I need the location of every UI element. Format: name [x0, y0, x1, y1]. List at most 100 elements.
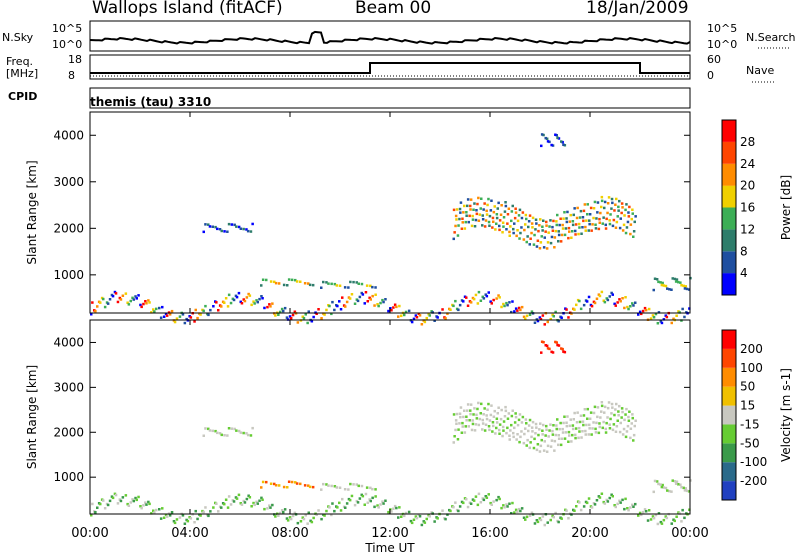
- data-cell: [330, 484, 333, 488]
- data-cell: [584, 433, 587, 436]
- data-cell: [268, 303, 271, 306]
- data-cell: [506, 213, 510, 216]
- data-cell: [293, 511, 297, 515]
- cpid-value: themis (tau) 3310: [90, 95, 212, 109]
- data-cell: [533, 321, 537, 324]
- data-cell: [486, 408, 489, 411]
- data-cell: [554, 433, 558, 437]
- data-cell: [508, 301, 511, 304]
- data-cell: [466, 409, 469, 412]
- data-cell: [317, 509, 320, 512]
- data-cell: [144, 300, 147, 303]
- data-cell: [622, 223, 626, 227]
- data-cell: [616, 419, 619, 422]
- data-cell: [527, 225, 530, 229]
- data-cell: [364, 291, 368, 294]
- data-cell: [624, 231, 628, 235]
- data-cell: [557, 240, 560, 243]
- data-cell: [323, 514, 326, 517]
- data-cell: [553, 449, 556, 452]
- data-cell: [239, 502, 242, 505]
- data-cell: [611, 293, 614, 296]
- data-cell: [520, 216, 524, 220]
- data-cell: [600, 205, 603, 209]
- data-cell: [415, 316, 419, 319]
- colorbar-swatch: [722, 348, 736, 368]
- data-cell: [428, 314, 431, 317]
- data-cell: [541, 429, 544, 432]
- data-cell: [218, 228, 222, 231]
- data-cell: [472, 413, 475, 416]
- data-cell: [496, 207, 499, 210]
- colorbar-swatch: [722, 386, 736, 406]
- data-cell: [364, 492, 368, 496]
- data-cell: [500, 408, 503, 412]
- data-cell: [597, 227, 601, 231]
- data-cell: [433, 319, 436, 322]
- data-cell: [398, 506, 401, 509]
- data-cell: [612, 423, 616, 426]
- data-cell: [423, 521, 427, 524]
- data-cell: [535, 318, 539, 321]
- data-cell: [561, 140, 564, 144]
- data-cell: [555, 134, 558, 137]
- data-cell: [320, 317, 323, 320]
- data-cell: [226, 434, 229, 437]
- data-cell: [610, 291, 613, 295]
- data-cell: [235, 225, 238, 228]
- data-cell: [127, 504, 131, 507]
- data-cell: [400, 314, 403, 318]
- data-cell: [158, 306, 161, 310]
- data-cell: [468, 214, 471, 218]
- data-cell: [474, 293, 478, 297]
- data-cell: [583, 203, 587, 206]
- data-cell: [371, 496, 374, 500]
- data-cell: [360, 282, 364, 286]
- data-cell: [602, 420, 605, 424]
- data-cell: [596, 415, 599, 419]
- data-cell: [139, 505, 142, 508]
- data-cell: [520, 430, 523, 433]
- data-cell: [256, 502, 259, 505]
- data-cell: [546, 521, 549, 524]
- data-cell: [566, 210, 569, 214]
- data-cell: [374, 293, 377, 296]
- data-cell: [577, 426, 581, 430]
- data-cell: [307, 484, 310, 487]
- data-cell: [578, 501, 581, 504]
- data-cell: [542, 449, 546, 452]
- data-cell: [116, 300, 120, 304]
- data-cell: [479, 207, 482, 210]
- data-cell: [333, 485, 337, 488]
- data-cell: [548, 225, 551, 228]
- data-cell: [111, 496, 115, 500]
- data-cell: [662, 318, 666, 321]
- data-cell: [527, 424, 531, 427]
- data-cell: [615, 402, 618, 406]
- data-cell: [578, 299, 581, 303]
- data-cell: [559, 443, 563, 447]
- colorbar-tick-label: -200: [740, 474, 767, 488]
- data-cell: [640, 312, 643, 316]
- data-cell: [175, 317, 179, 320]
- data-cell: [407, 309, 411, 313]
- data-cell: [403, 514, 406, 518]
- data-cell: [633, 424, 636, 428]
- data-cell: [471, 419, 474, 422]
- data-cell: [500, 305, 503, 309]
- data-cell: [441, 308, 444, 311]
- data-cell: [594, 227, 598, 230]
- data-cell: [404, 310, 408, 314]
- data-cell: [121, 294, 125, 297]
- data-cell: [223, 434, 226, 437]
- data-cell: [626, 424, 630, 428]
- data-cell: [514, 415, 518, 419]
- data-cell: [237, 225, 241, 229]
- data-cell: [587, 433, 590, 436]
- data-cell: [215, 301, 218, 304]
- data-cell: [459, 211, 462, 214]
- data-cell: [565, 509, 568, 512]
- data-cell: [119, 499, 123, 503]
- data-cell: [249, 434, 253, 437]
